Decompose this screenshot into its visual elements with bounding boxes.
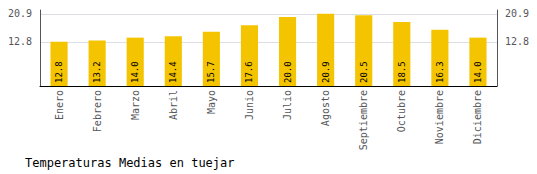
svg-text:16.3: 16.3: [435, 61, 445, 83]
svg-text:Enero: Enero: [54, 90, 65, 120]
svg-text:12.8: 12.8: [505, 36, 529, 47]
svg-text:Agosto: Agosto: [320, 90, 331, 126]
svg-text:14.0: 14.0: [473, 61, 483, 83]
svg-text:17.6: 17.6: [244, 61, 254, 83]
svg-text:Septiembre: Septiembre: [358, 90, 369, 150]
svg-text:Julio: Julio: [282, 90, 293, 120]
svg-text:Diciembre: Diciembre: [472, 90, 483, 144]
svg-text:12.8: 12.8: [54, 61, 64, 83]
svg-text:20.9: 20.9: [505, 8, 529, 19]
svg-text:20.0: 20.0: [283, 61, 293, 83]
svg-text:14.0: 14.0: [130, 61, 140, 83]
svg-text:20.9: 20.9: [321, 61, 331, 83]
svg-text:Febrero: Febrero: [92, 90, 103, 132]
svg-text:12.8: 12.8: [8, 36, 32, 47]
svg-text:Octubre: Octubre: [396, 90, 407, 132]
svg-text:13.2: 13.2: [92, 61, 102, 83]
svg-text:15.7: 15.7: [206, 61, 216, 83]
svg-text:20.5: 20.5: [359, 61, 369, 83]
svg-text:Junio: Junio: [244, 90, 255, 120]
svg-text:Marzo: Marzo: [130, 90, 141, 120]
svg-text:14.4: 14.4: [168, 61, 178, 83]
svg-text:Noviembre: Noviembre: [434, 90, 445, 144]
svg-text:18.5: 18.5: [397, 61, 407, 83]
svg-text:Temperaturas Medias en tuejar: Temperaturas Medias en tuejar: [25, 156, 235, 170]
svg-text:Abril: Abril: [168, 90, 179, 120]
svg-text:20.9: 20.9: [8, 8, 32, 19]
svg-text:Mayo: Mayo: [206, 90, 217, 114]
